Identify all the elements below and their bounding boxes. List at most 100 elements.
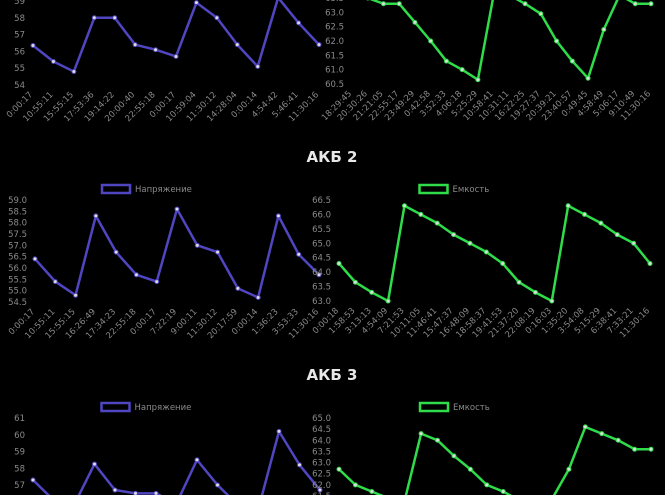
data-point — [483, 249, 489, 255]
y-tick-label: 56.5 — [8, 253, 27, 263]
data-point — [599, 431, 605, 437]
data-point — [538, 11, 544, 17]
data-point — [500, 489, 506, 495]
data-point — [173, 53, 179, 59]
data-point — [484, 482, 490, 488]
y-tick-label: 60.5 — [325, 80, 344, 90]
y-tick-label: 55.5 — [8, 275, 27, 285]
data-point — [133, 272, 139, 278]
data-point — [648, 446, 654, 452]
y-tick-label: 63.0 — [312, 459, 331, 469]
data-point — [235, 285, 241, 291]
y-tick-label: 56.0 — [8, 264, 27, 274]
data-point — [215, 482, 220, 488]
data-point — [194, 457, 200, 463]
data-point — [352, 482, 358, 488]
y-tick-label: 61.5 — [325, 51, 344, 61]
data-point — [153, 47, 159, 53]
data-point — [316, 272, 322, 278]
data-point — [133, 490, 138, 495]
data-point — [297, 462, 302, 468]
data-point — [316, 42, 322, 48]
y-tick-label: 62.5 — [312, 470, 331, 480]
data-point — [631, 240, 637, 246]
data-point — [412, 19, 418, 25]
data-point — [193, 0, 199, 6]
series-line — [338, 204, 651, 303]
data-point — [369, 289, 375, 295]
data-point — [194, 242, 200, 248]
data-point — [153, 490, 159, 495]
data-point — [174, 206, 180, 212]
legend-label: Напряжение — [135, 185, 192, 195]
y-tick-label: 55 — [14, 64, 25, 74]
data-point — [500, 260, 506, 266]
y-tick-label: 64.5 — [312, 425, 331, 435]
data-point — [113, 249, 119, 255]
data-point — [369, 489, 375, 495]
data-point — [418, 211, 424, 217]
y-tick-label: 57 — [14, 31, 25, 41]
data-point — [647, 260, 653, 266]
series-line — [32, 0, 320, 73]
data-point — [30, 477, 36, 483]
data-point — [632, 446, 638, 452]
y-tick-label: 61 — [14, 414, 25, 424]
data-point — [385, 298, 391, 304]
data-point — [92, 461, 97, 467]
legend-label: Емкость — [453, 403, 490, 413]
y-tick-label: 62.0 — [312, 481, 331, 491]
y-tick-label: 66.0 — [312, 210, 331, 220]
data-point — [569, 58, 575, 64]
y-tick-label: 63.5 — [312, 447, 331, 457]
legend-swatch — [418, 183, 449, 195]
data-point — [549, 298, 555, 304]
data-point — [336, 466, 342, 472]
data-point — [30, 43, 36, 49]
data-point — [451, 232, 457, 238]
y-tick-label: 59 — [14, 0, 25, 7]
y-tick-label: 57 — [14, 481, 25, 491]
y-tick-label: 58.5 — [8, 207, 27, 217]
y-tick-label: 61.0 — [325, 66, 344, 76]
data-point — [451, 453, 457, 459]
data-point — [632, 1, 638, 7]
data-point — [598, 220, 604, 226]
data-point — [418, 431, 424, 437]
y-tick-label: 59 — [14, 448, 25, 458]
y-tick-label: 62.0 — [325, 37, 344, 47]
y-tick-label: 55.0 — [8, 287, 27, 297]
data-point — [615, 437, 621, 443]
data-point — [566, 466, 572, 472]
data-point — [435, 437, 441, 443]
series-line — [338, 425, 651, 495]
y-tick-label: 58 — [14, 14, 25, 24]
data-point — [154, 279, 160, 285]
data-point — [443, 58, 449, 64]
data-point — [93, 213, 99, 219]
data-point — [50, 58, 56, 64]
y-tick-label: 56 — [14, 47, 25, 57]
y-tick-label: 65.0 — [312, 414, 331, 424]
data-point — [601, 27, 607, 33]
y-tick-label: 58.0 — [8, 219, 27, 229]
y-tick-label: 57.0 — [8, 241, 27, 251]
legend-label: Напряжение — [135, 403, 192, 413]
data-point — [352, 279, 358, 285]
data-point — [582, 211, 588, 217]
data-point — [52, 279, 58, 285]
legend-swatch — [100, 401, 131, 413]
y-tick-label: 63.5 — [312, 283, 331, 293]
data-point — [380, 1, 386, 7]
data-point — [459, 67, 465, 73]
data-point — [276, 428, 282, 434]
y-tick-label: 65.0 — [312, 239, 331, 249]
data-point — [475, 77, 481, 83]
y-tick-label: 64.0 — [312, 436, 331, 446]
data-point — [296, 251, 302, 257]
data-point — [215, 249, 221, 255]
y-tick-label: 63.0 — [325, 8, 344, 18]
data-point — [565, 203, 571, 209]
data-point — [582, 424, 588, 430]
